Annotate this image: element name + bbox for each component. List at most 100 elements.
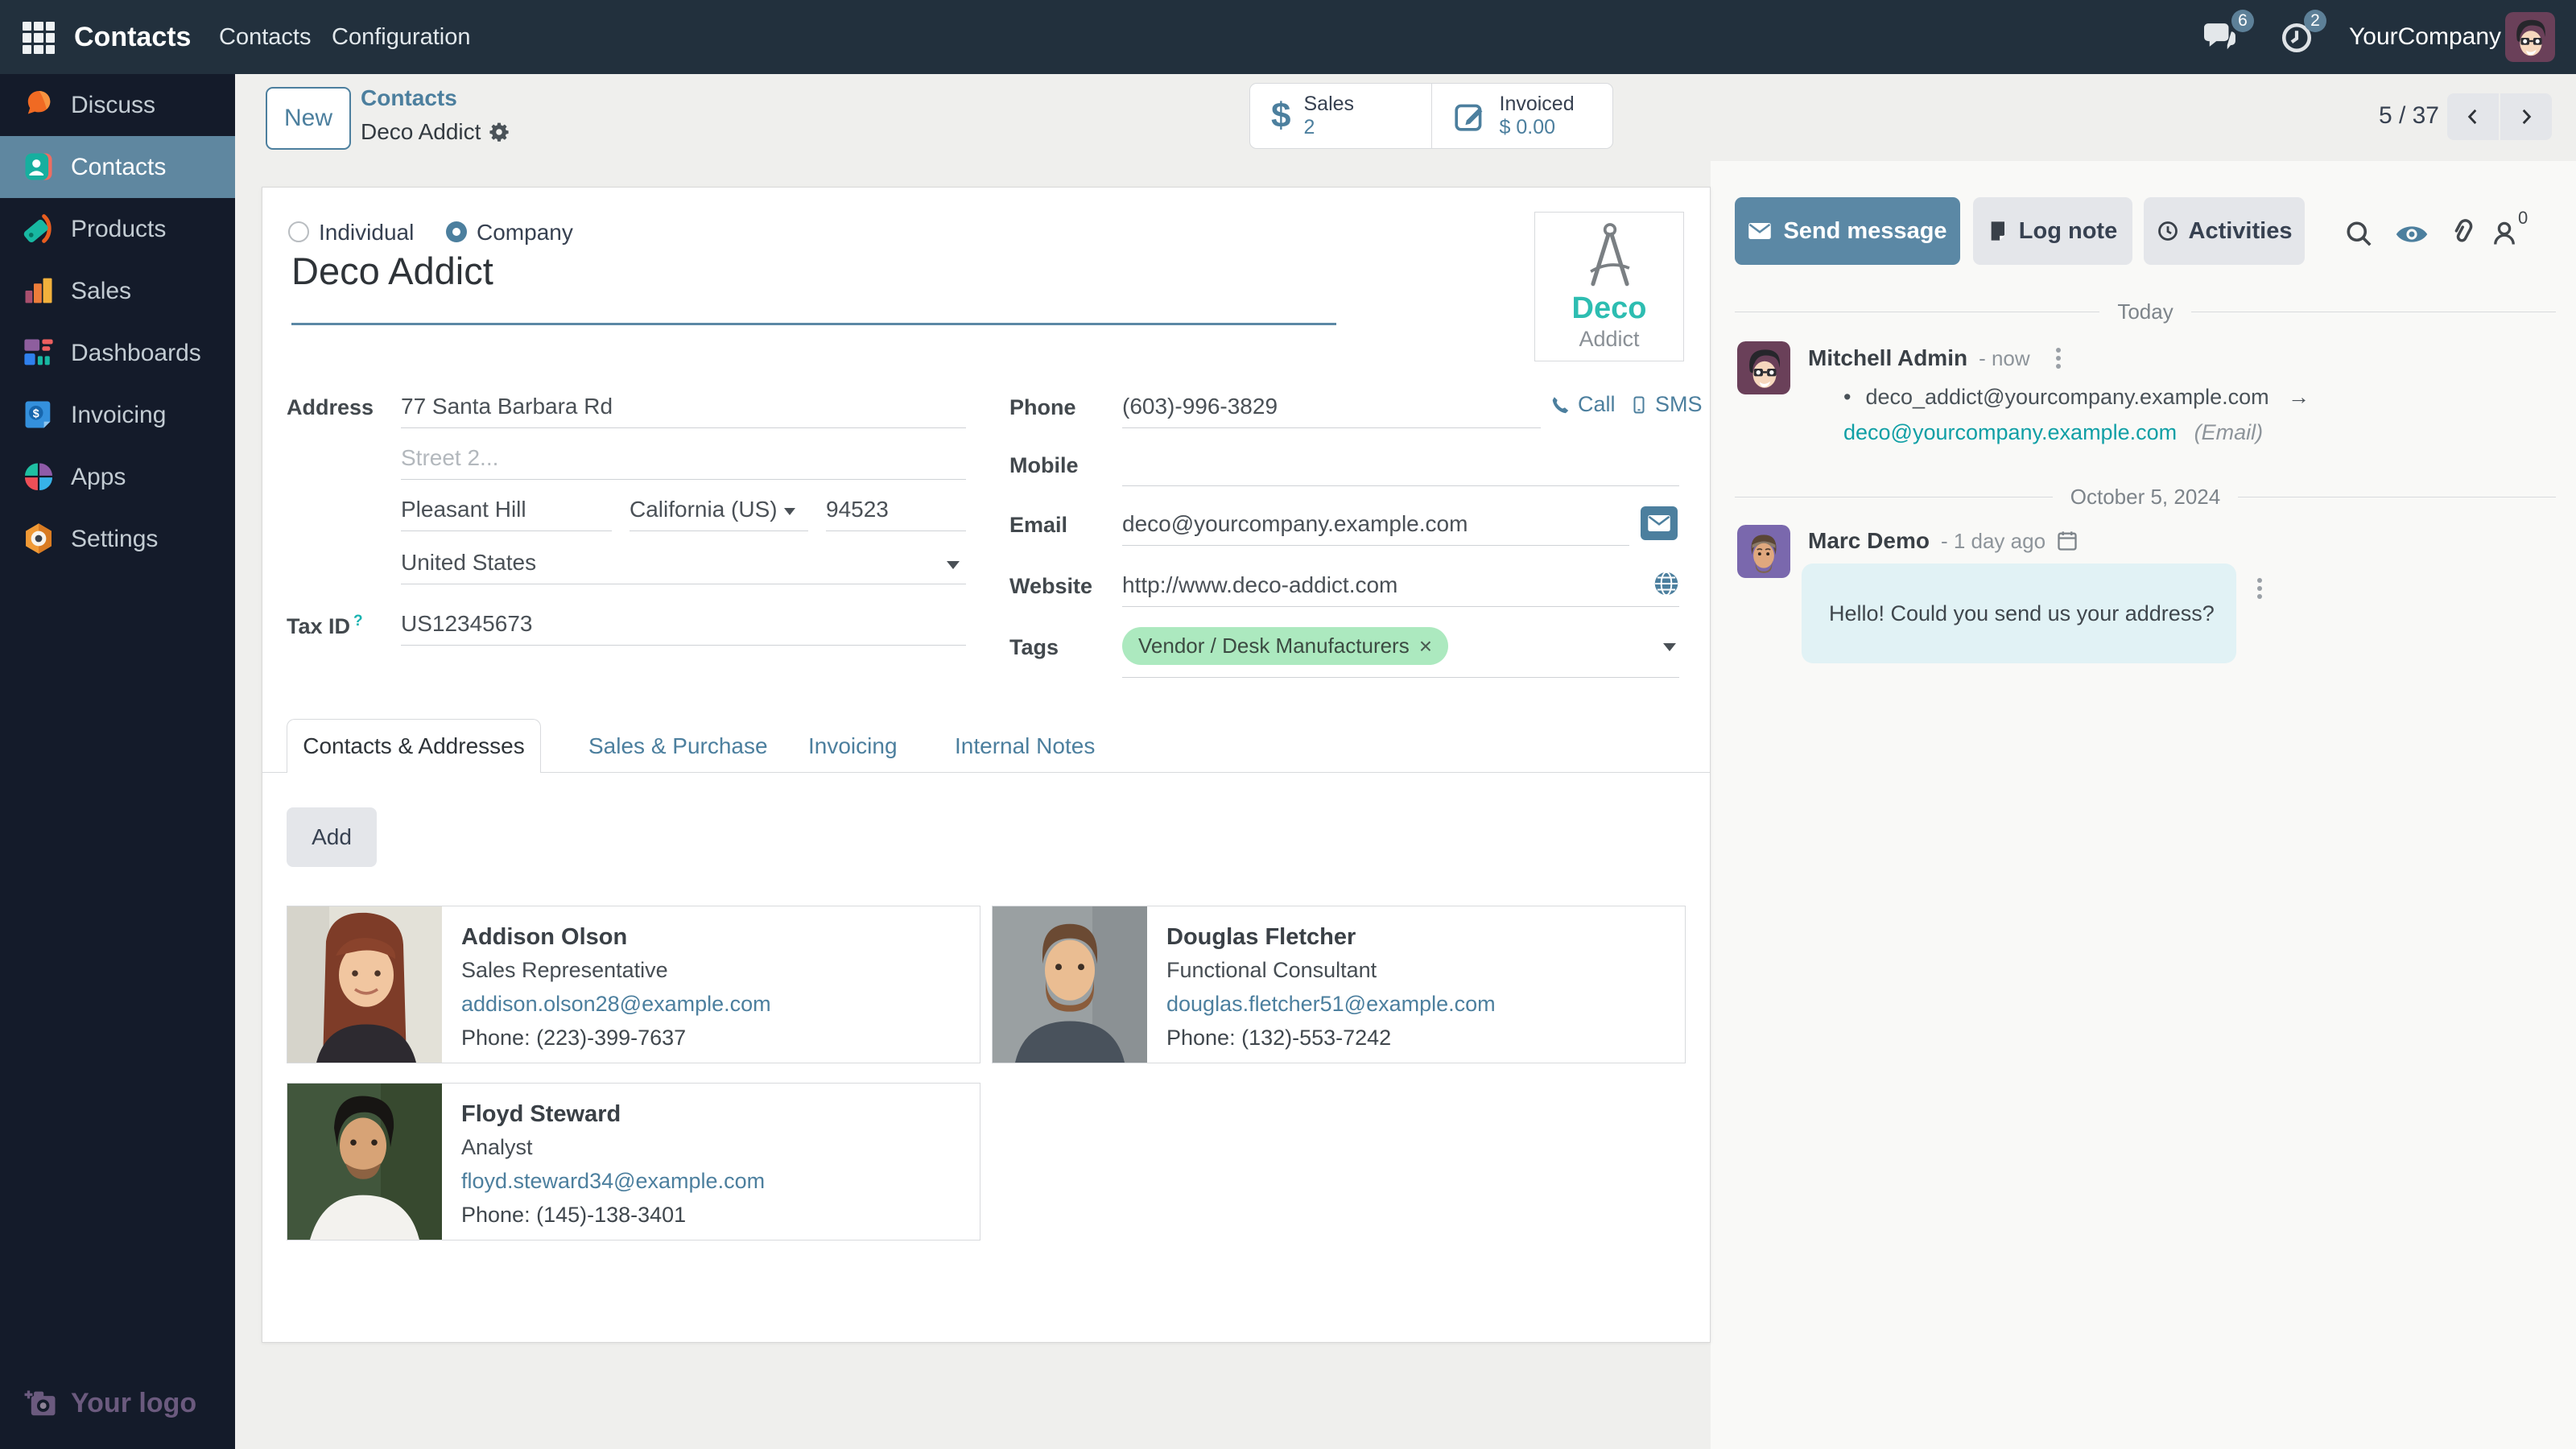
contact-phone: Phone: (132)-553-7242 (1166, 1026, 1392, 1050)
radio-company-label[interactable]: Company (477, 220, 573, 245)
contact-email-link[interactable]: addison.olson28@example.com (461, 992, 771, 1016)
sidebar-item-products[interactable]: Products (0, 198, 235, 260)
tracking-old-value: deco_addict@yourcompany.example.com (1865, 385, 2269, 409)
street2-input[interactable]: Street 2... (401, 445, 499, 470)
activities-button[interactable]: Activities (2144, 197, 2305, 265)
contact-card-addison-olson[interactable]: Addison Olson Sales Representative addis… (287, 906, 980, 1063)
send-email-button[interactable] (1641, 506, 1678, 540)
breadcrumb-current: Deco Addict (361, 119, 481, 144)
sidebar-item-contacts[interactable]: Contacts (0, 136, 235, 198)
message-options-kebab-icon[interactable] (2053, 345, 2064, 372)
street2-underline (401, 479, 966, 480)
state-select[interactable]: California (US) (630, 497, 778, 522)
street-input[interactable]: 77 Santa Barbara Rd (401, 394, 613, 419)
tabs-divider (262, 772, 1710, 773)
help-question-icon[interactable]: ? (353, 613, 363, 630)
city-input[interactable]: Pleasant Hill (401, 497, 526, 522)
country-caret-icon[interactable] (947, 561, 960, 569)
contacts-icon (21, 149, 56, 184)
country-select[interactable]: United States (401, 550, 537, 575)
record-settings-gear-icon[interactable] (489, 122, 510, 142)
stat-button-invoiced[interactable]: Invoiced $ 0.00 (1430, 84, 1613, 148)
message-author[interactable]: Marc Demo (1808, 528, 1930, 553)
tab-invoicing[interactable]: Invoicing (808, 733, 898, 758)
arrow-right-icon: → (2288, 385, 2310, 409)
sidebar-item-dashboards[interactable]: Dashboards (0, 322, 235, 384)
radio-company[interactable] (446, 221, 467, 242)
contact-card-floyd-steward[interactable]: Floyd Steward Analyst floyd.steward34@ex… (287, 1083, 980, 1241)
send-message-button[interactable]: Send message (1735, 197, 1960, 265)
email-label: Email (1009, 513, 1068, 537)
company-logo-placeholder[interactable]: Your logo (24, 1388, 196, 1419)
sidebar-item-discuss[interactable]: Discuss (0, 74, 235, 136)
remove-tag-icon[interactable]: × (1418, 633, 1433, 658)
add-follower-icon[interactable] (2491, 219, 2518, 248)
call-link[interactable]: Call (1550, 392, 1616, 417)
website-input[interactable]: http://www.deco-addict.com (1122, 572, 1398, 597)
radio-individual-label[interactable]: Individual (319, 220, 415, 245)
new-button[interactable]: New (266, 87, 351, 150)
stat-sales-label: Sales (1303, 93, 1355, 115)
stat-invoiced-label: Invoiced (1499, 93, 1575, 115)
followers-eye-icon[interactable] (2394, 221, 2429, 248)
sms-link[interactable]: SMS (1629, 392, 1703, 417)
app-sidebar: Discuss Contacts (0, 74, 235, 1449)
search-messages-icon[interactable] (2344, 219, 2373, 248)
dashboards-icon (21, 335, 56, 370)
radio-individual[interactable] (288, 221, 309, 242)
email-input[interactable]: deco@yourcompany.example.com (1122, 511, 1468, 536)
contact-card-douglas-fletcher[interactable]: Douglas Fletcher Functional Consultant d… (992, 906, 1686, 1063)
menu-configuration[interactable]: Configuration (332, 24, 471, 50)
contact-email-link[interactable]: douglas.fletcher51@example.com (1166, 992, 1496, 1016)
menu-contacts[interactable]: Contacts (219, 24, 312, 50)
contact-phone: Phone: (145)-138-3401 (461, 1203, 687, 1227)
log-note-button[interactable]: Log note (1973, 197, 2132, 265)
tab-contacts-addresses[interactable]: Contacts & Addresses (287, 719, 541, 773)
top-navbar: Contacts Contacts Configuration 6 2 Your… (0, 0, 2576, 74)
sidebar-item-apps[interactable]: Apps (0, 446, 235, 508)
tab-internal-notes[interactable]: Internal Notes (955, 733, 1096, 758)
activities-clock-icon[interactable] (2280, 21, 2314, 55)
message-author-avatar[interactable] (1737, 341, 1790, 394)
globe-icon[interactable] (1652, 569, 1681, 598)
apps-grid-icon[interactable] (23, 22, 55, 54)
add-contact-button[interactable]: Add (287, 807, 377, 867)
phone-icon (1552, 396, 1569, 413)
contact-job: Functional Consultant (1166, 958, 1377, 982)
date-divider-october: October 5, 2024 (1735, 485, 2556, 510)
company-name-input[interactable]: Deco Addict (291, 250, 493, 292)
navbar-app-title[interactable]: Contacts (74, 22, 192, 52)
mobile-label: Mobile (1009, 453, 1079, 477)
website-underline (1122, 606, 1679, 607)
messages-badge: 6 (2231, 10, 2254, 32)
pager-previous-button[interactable] (2447, 93, 2499, 140)
tracking-change-row: deco_addict@yourcompany.example.com → (1843, 385, 2310, 410)
phone-input[interactable]: (603)-996-3829 (1122, 394, 1278, 419)
company-switcher[interactable]: YourCompany (2349, 23, 2502, 50)
user-avatar[interactable] (2505, 12, 2555, 62)
tax-id-input[interactable]: US12345673 (401, 611, 533, 636)
breadcrumb-parent[interactable]: Contacts (361, 85, 457, 110)
state-caret-icon[interactable] (784, 508, 795, 515)
messages-icon[interactable] (2202, 19, 2241, 55)
clock-icon (2157, 221, 2178, 241)
company-logo-image[interactable]: Deco Addict (1534, 212, 1684, 361)
message-options-kebab-icon[interactable] (2254, 575, 2265, 602)
products-icon (21, 211, 56, 246)
sidebar-item-sales[interactable]: Sales (0, 260, 235, 322)
tracking-new-value-link[interactable]: deco@yourcompany.example.com (1843, 420, 2178, 444)
tab-sales-purchase[interactable]: Sales & Purchase (588, 733, 768, 758)
attachment-paperclip-icon[interactable] (2446, 216, 2476, 248)
message-author[interactable]: Mitchell Admin (1808, 345, 1968, 370)
tag-vendor-desk-manufacturers[interactable]: Vendor / Desk Manufacturers × (1122, 627, 1449, 665)
pager-next-button[interactable] (2500, 93, 2552, 140)
stat-button-sales[interactable]: $ Sales 2 (1250, 84, 1431, 148)
tags-caret-icon[interactable] (1663, 643, 1676, 651)
zip-input[interactable]: 94523 (826, 497, 889, 522)
sidebar-item-invoicing[interactable]: $ Invoicing (0, 384, 235, 446)
sidebar-item-settings[interactable]: Settings (0, 508, 235, 570)
email-underline (1122, 545, 1629, 546)
apps-icon (21, 459, 56, 494)
contact-email-link[interactable]: floyd.steward34@example.com (461, 1169, 766, 1193)
message-author-avatar[interactable] (1737, 525, 1790, 578)
